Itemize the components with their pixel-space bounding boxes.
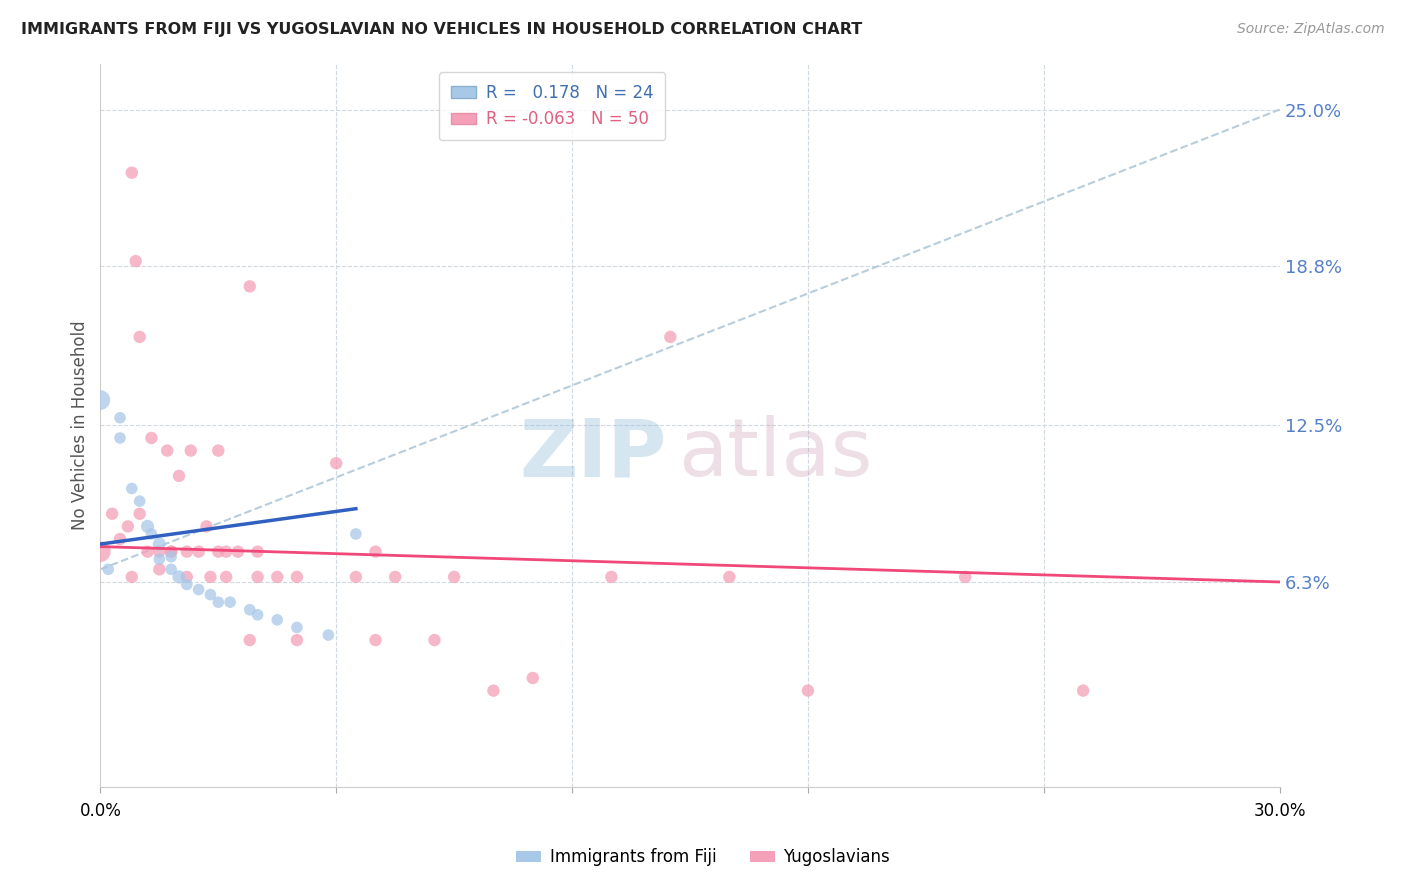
- Point: [108, 532, 131, 546]
- Point: [266, 613, 288, 627]
- Point: [239, 633, 262, 648]
- Point: [246, 544, 269, 558]
- Point: [207, 544, 229, 558]
- Point: [207, 595, 229, 609]
- Text: atlas: atlas: [678, 416, 873, 493]
- Point: [246, 607, 269, 622]
- Point: [200, 588, 222, 602]
- Point: [239, 603, 262, 617]
- Point: [89, 393, 111, 408]
- Point: [659, 330, 682, 344]
- Point: [195, 519, 218, 533]
- Point: [318, 628, 340, 642]
- Legend: Immigrants from Fiji, Yugoslavians: Immigrants from Fiji, Yugoslavians: [509, 842, 897, 873]
- Point: [160, 544, 183, 558]
- Point: [207, 443, 229, 458]
- Point: [141, 431, 163, 445]
- Point: [384, 570, 406, 584]
- Point: [718, 570, 741, 584]
- Point: [176, 570, 198, 584]
- Point: [148, 562, 170, 576]
- Point: [125, 254, 148, 268]
- Point: [200, 570, 222, 584]
- Point: [128, 494, 150, 508]
- Point: [141, 527, 163, 541]
- Legend: R =   0.178   N = 24, R = -0.063   N = 50: R = 0.178 N = 24, R = -0.063 N = 50: [439, 72, 665, 140]
- Text: 0.0%: 0.0%: [79, 802, 121, 820]
- Point: [89, 544, 111, 558]
- Point: [97, 562, 120, 576]
- Text: ZIP: ZIP: [519, 416, 666, 493]
- Point: [101, 507, 124, 521]
- Point: [285, 570, 308, 584]
- Point: [108, 410, 131, 425]
- Point: [136, 519, 159, 533]
- Point: [482, 683, 505, 698]
- Point: [797, 683, 820, 698]
- Text: Source: ZipAtlas.com: Source: ZipAtlas.com: [1237, 22, 1385, 37]
- Point: [325, 456, 347, 470]
- Point: [239, 279, 262, 293]
- Point: [160, 544, 183, 558]
- Point: [266, 570, 288, 584]
- Point: [226, 544, 249, 558]
- Point: [180, 443, 202, 458]
- Point: [148, 552, 170, 566]
- Point: [160, 549, 183, 564]
- Point: [344, 570, 367, 584]
- Point: [176, 577, 198, 591]
- Point: [117, 519, 139, 533]
- Point: [148, 537, 170, 551]
- Point: [187, 582, 209, 597]
- Point: [148, 544, 170, 558]
- Point: [128, 507, 150, 521]
- Point: [443, 570, 465, 584]
- Point: [522, 671, 544, 685]
- Point: [121, 482, 143, 496]
- Point: [176, 544, 198, 558]
- Point: [1071, 683, 1094, 698]
- Point: [423, 633, 446, 648]
- Point: [953, 570, 976, 584]
- Point: [121, 570, 143, 584]
- Y-axis label: No Vehicles in Household: No Vehicles in Household: [72, 320, 89, 530]
- Point: [167, 468, 190, 483]
- Point: [215, 570, 238, 584]
- Point: [285, 633, 308, 648]
- Point: [167, 570, 190, 584]
- Point: [108, 431, 131, 445]
- Point: [364, 633, 387, 648]
- Text: 30.0%: 30.0%: [1253, 802, 1306, 820]
- Point: [156, 443, 179, 458]
- Point: [215, 544, 238, 558]
- Point: [600, 570, 623, 584]
- Point: [121, 166, 143, 180]
- Point: [136, 544, 159, 558]
- Point: [128, 330, 150, 344]
- Point: [344, 527, 367, 541]
- Point: [219, 595, 242, 609]
- Point: [160, 562, 183, 576]
- Text: IMMIGRANTS FROM FIJI VS YUGOSLAVIAN NO VEHICLES IN HOUSEHOLD CORRELATION CHART: IMMIGRANTS FROM FIJI VS YUGOSLAVIAN NO V…: [21, 22, 862, 37]
- Point: [285, 620, 308, 634]
- Point: [246, 570, 269, 584]
- Point: [187, 544, 209, 558]
- Point: [364, 544, 387, 558]
